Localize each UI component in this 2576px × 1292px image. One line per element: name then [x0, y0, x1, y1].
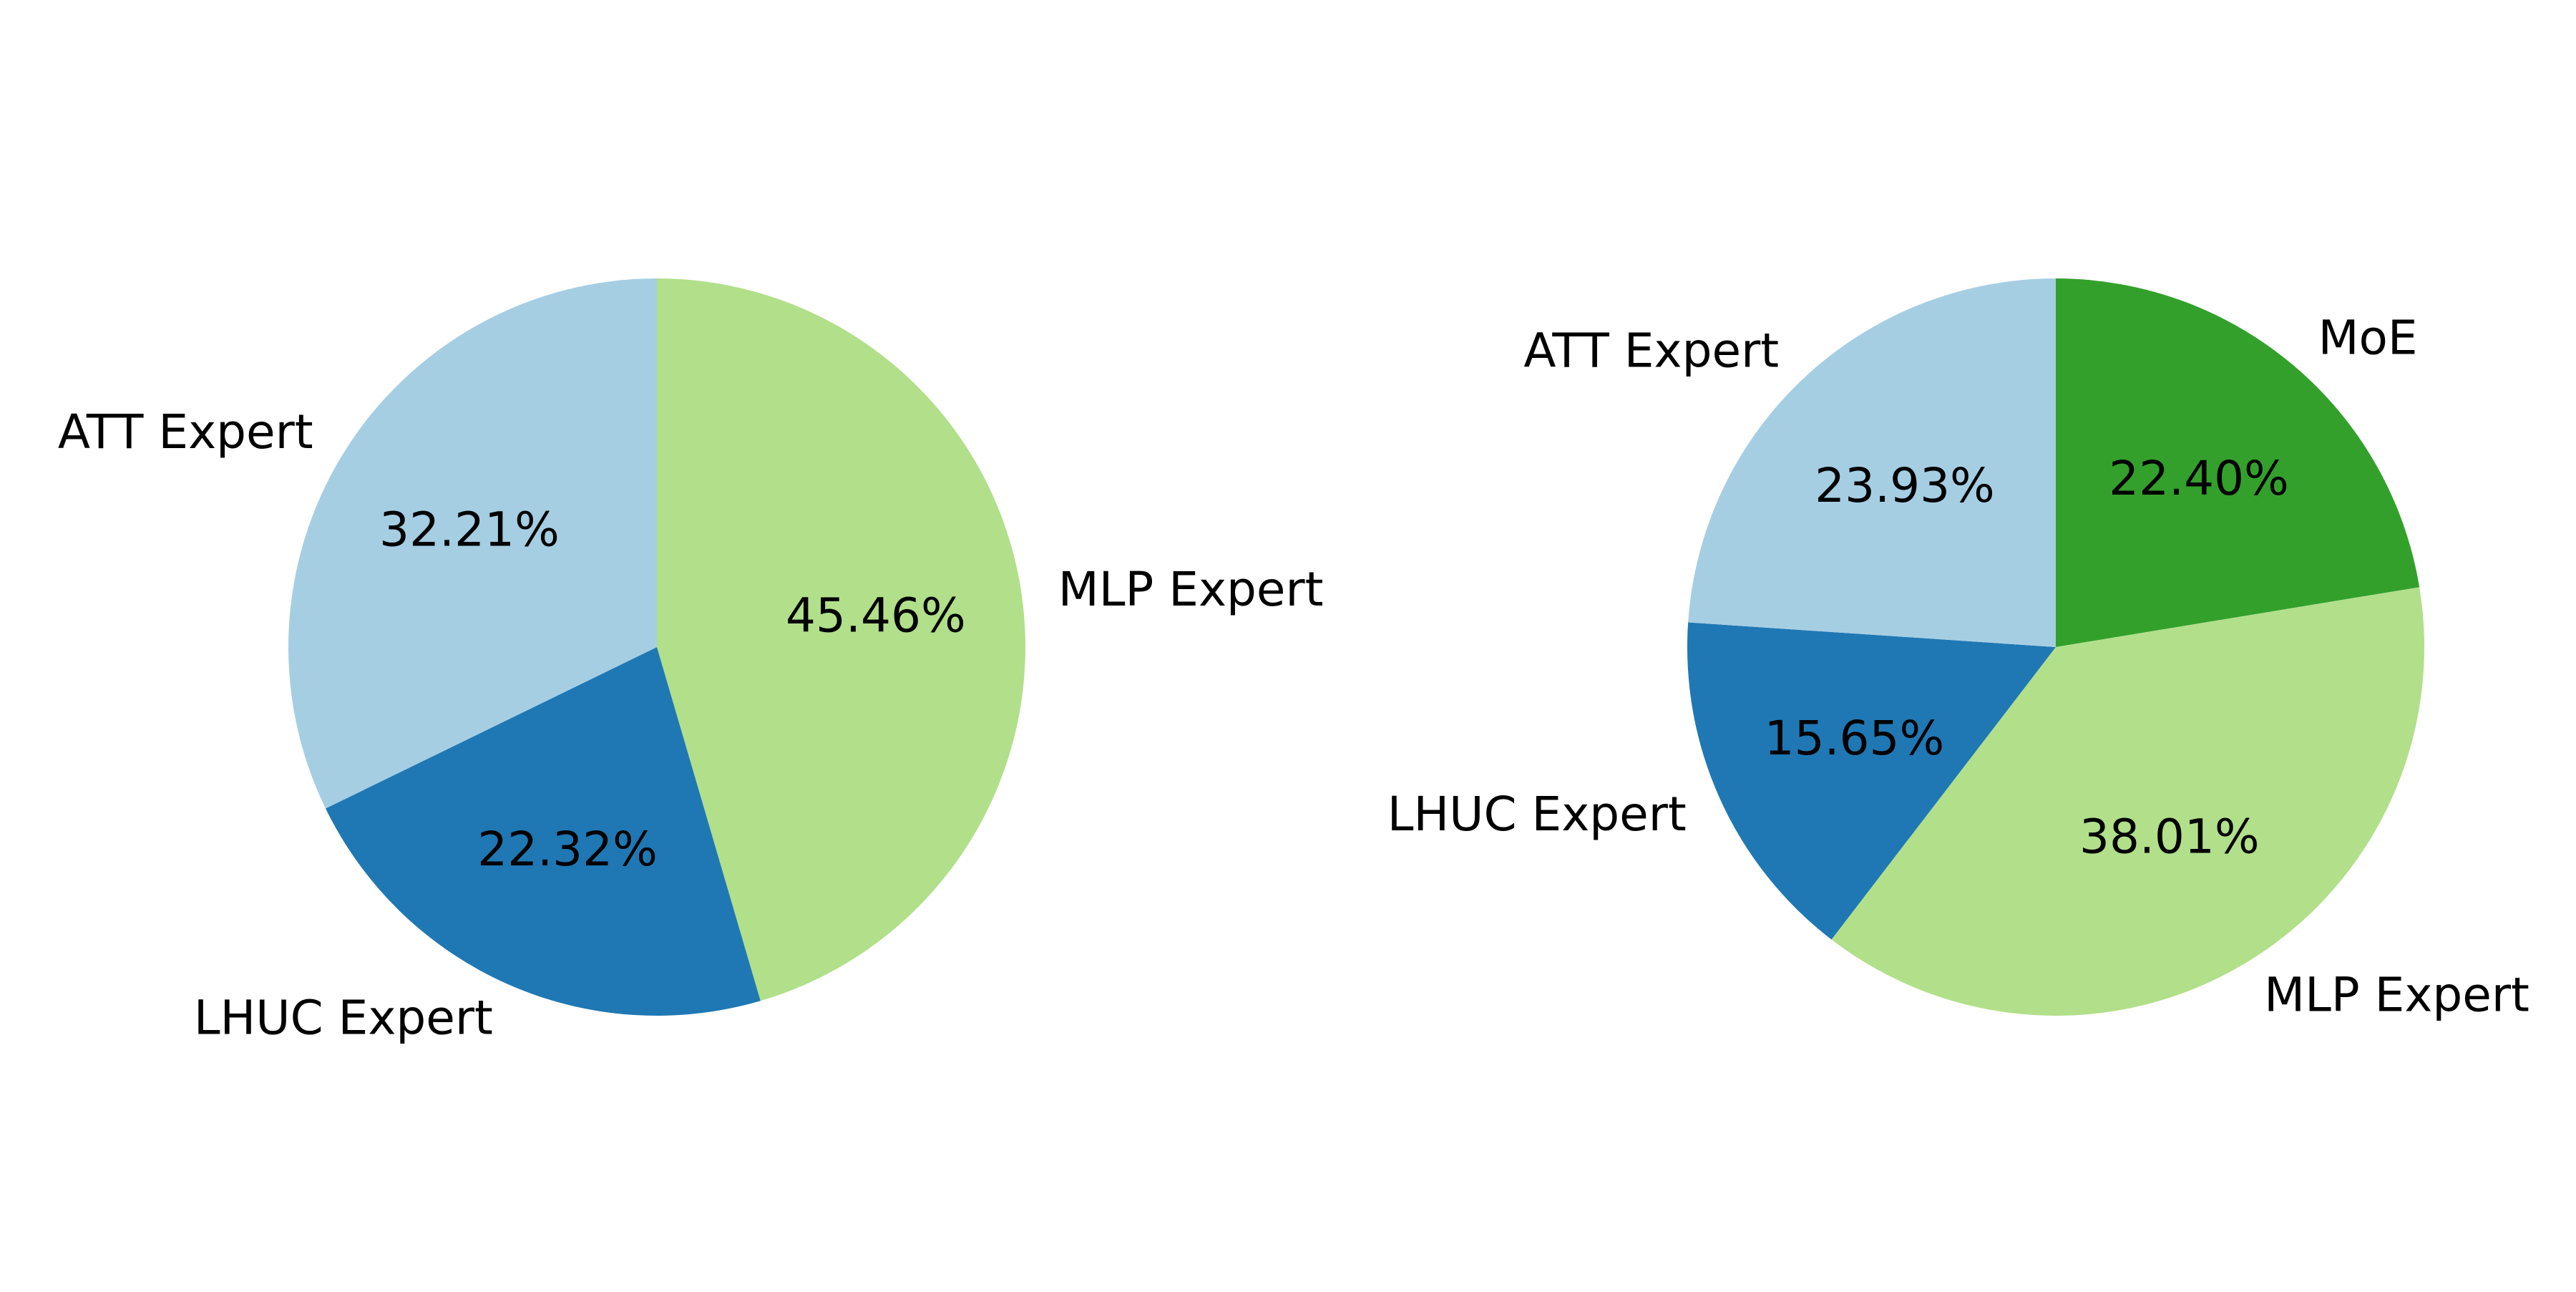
pct-label-mlp-expert: 45.46% [786, 588, 966, 643]
pct-label-att-expert: 23.93% [1815, 458, 1995, 513]
slice-label-lhuc-expert: LHUC Expert [1387, 787, 1687, 842]
pie-slice-lhuc-expert [325, 647, 761, 1016]
pct-label-att-expert: 32.21% [379, 502, 560, 558]
pct-label-lhuc-expert: 22.32% [477, 822, 658, 877]
slice-label-lhuc-expert: LHUC Expert [194, 991, 493, 1046]
pct-label-mlp-expert: 38.01% [2079, 810, 2260, 865]
slice-label-mlp-expert: MLP Expert [1058, 562, 1324, 617]
pie-slice-att-expert [1688, 278, 2056, 647]
pct-label-moe: 22.40% [2109, 451, 2289, 506]
pie-slice-mlp-expert [657, 278, 1026, 1001]
slice-label-att-expert: ATT Expert [1523, 324, 1779, 379]
pie-slice-moe [2056, 278, 2420, 647]
slice-label-att-expert: ATT Expert [58, 404, 313, 460]
slice-label-mlp-expert: MLP Expert [2264, 967, 2529, 1022]
pie-chart-left: 45.46% MLP Expert 22.32% LHUC Expert 32.21% A… [58, 278, 1324, 1046]
pie-slice-mlp-expert [1831, 587, 2424, 1016]
pct-label-lhuc-expert: 15.65% [1765, 711, 1945, 766]
pie-slice-att-expert [288, 278, 658, 809]
pie-slice-lhuc-expert [1687, 622, 2056, 940]
slice-label-moe: MoE [2318, 311, 2418, 366]
pie-chart-right: 22.40% MoE 38.01% MLP Expert 15.65% LHUC Expe… [1387, 278, 2529, 1022]
